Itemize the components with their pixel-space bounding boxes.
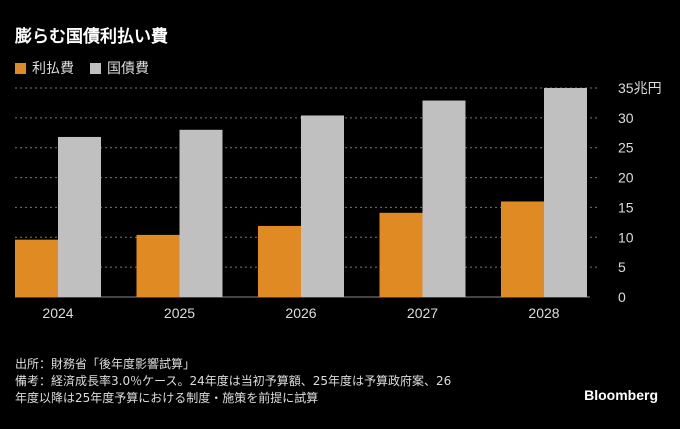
- x-tick-label: 2028: [528, 305, 559, 321]
- legend-label-interest: 利払費: [32, 61, 74, 77]
- bar-interest-2024: [15, 239, 58, 297]
- x-tick-label: 2026: [285, 305, 316, 321]
- bar-debt-service-2025: [179, 129, 223, 297]
- bar-debt-service-2027: [422, 100, 466, 297]
- footnotes: 出所：財務省「後年度影響試算」 備考：経済成長率3.0％ケース。24年度は当初予…: [15, 356, 555, 407]
- chart-title: 膨らむ国債利払い費: [15, 27, 168, 47]
- bar-interest-2026: [258, 225, 301, 297]
- legend-item-debt-service: 国債費: [90, 58, 149, 78]
- bar-debt-service-2024: [58, 136, 101, 297]
- y-tick-label: 20: [618, 170, 634, 186]
- bloomberg-logo: Bloomberg: [584, 387, 658, 403]
- bar-debt-service-2028: [544, 88, 587, 297]
- x-tick-label: 2024: [42, 305, 73, 321]
- remark-note-1: 備考：経済成長率3.0％ケース。24年度は当初予算額、25年度は予算政府案、26: [15, 374, 452, 388]
- y-tick-label: 25: [618, 140, 634, 156]
- y-tick-label: 10: [618, 229, 634, 245]
- legend-label-debt-service: 国債費: [107, 61, 149, 77]
- bar-interest-2028: [501, 201, 544, 297]
- legend-item-interest: 利払費: [15, 58, 74, 78]
- bar-interest-2027: [379, 212, 423, 297]
- legend-swatch-interest: [15, 62, 26, 74]
- source-note: 出所：財務省「後年度影響試算」: [15, 357, 196, 371]
- y-tick-label: 30: [618, 110, 634, 126]
- y-tick-label: 35兆円: [618, 80, 662, 96]
- remark-note-2: 年度以降は25年度予算における制度・施策を前提に試算: [15, 391, 319, 405]
- bar-debt-service-2026: [301, 115, 344, 298]
- y-tick-label: 15: [618, 199, 634, 215]
- y-tick-label: 5: [618, 259, 626, 275]
- y-tick-label: 0: [618, 289, 626, 305]
- bar-interest-2025: [136, 234, 180, 297]
- legend-swatch-debt-service: [90, 62, 101, 74]
- x-tick-label: 2027: [407, 305, 438, 321]
- x-tick-label: 2025: [164, 305, 195, 321]
- legend: 利払費 国債費: [15, 58, 149, 78]
